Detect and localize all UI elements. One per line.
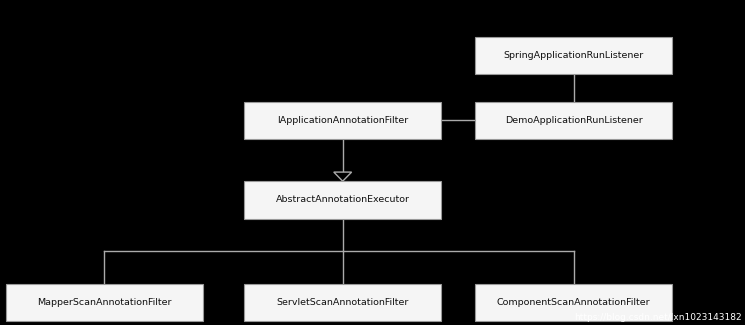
FancyBboxPatch shape [244, 181, 441, 218]
FancyBboxPatch shape [475, 101, 672, 139]
Text: MapperScanAnnotationFilter: MapperScanAnnotationFilter [37, 298, 171, 307]
FancyBboxPatch shape [475, 37, 672, 74]
Text: AbstractAnnotationExecutor: AbstractAnnotationExecutor [276, 195, 410, 204]
Text: ServletScanAnnotationFilter: ServletScanAnnotationFilter [276, 298, 409, 307]
FancyBboxPatch shape [475, 283, 672, 321]
FancyBboxPatch shape [6, 283, 203, 321]
Text: SpringApplicationRunListener: SpringApplicationRunListener [504, 51, 644, 60]
FancyBboxPatch shape [244, 283, 441, 321]
FancyBboxPatch shape [244, 101, 441, 139]
Text: IApplicationAnnotationFilter: IApplicationAnnotationFilter [277, 116, 408, 125]
Polygon shape [334, 172, 352, 181]
Text: ComponentScanAnnotationFilter: ComponentScanAnnotationFilter [497, 298, 650, 307]
Text: DemoApplicationRunListener: DemoApplicationRunListener [505, 116, 642, 125]
Text: https://blog.csdn.net/lxn1023143182: https://blog.csdn.net/lxn1023143182 [574, 313, 741, 322]
